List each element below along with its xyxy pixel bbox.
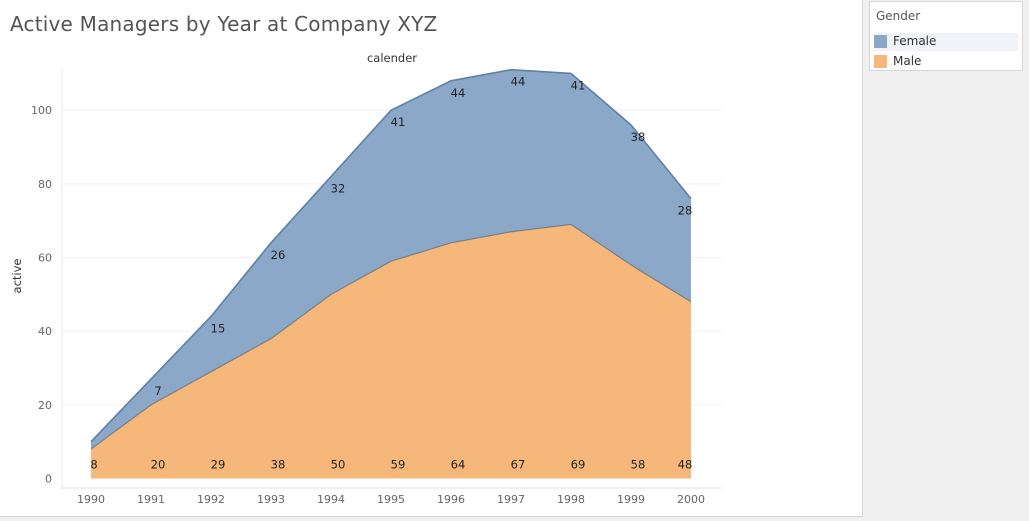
- data-label-female: 38: [631, 130, 646, 144]
- data-label-male: 59: [391, 458, 406, 472]
- x-tick-label: 1993: [257, 493, 285, 506]
- x-tick-label: 1991: [137, 493, 165, 506]
- data-label-female: 41: [571, 78, 586, 92]
- data-label-female: 26: [271, 248, 286, 262]
- legend-item-male[interactable]: Male: [874, 53, 1018, 71]
- chart-title: Active Managers by Year at Company XYZ: [10, 12, 438, 36]
- x-tick-label: 1999: [617, 493, 645, 506]
- chart-panel: Active Managers by Year at Company XYZ 0…: [0, 0, 863, 517]
- y-tick-label: 20: [38, 399, 52, 412]
- data-label-male: 69: [571, 458, 586, 472]
- data-label-female: 7: [154, 384, 161, 398]
- column-header: calender: [367, 51, 417, 65]
- x-tick-label: 1994: [317, 493, 345, 506]
- female-series-line: [90, 68, 692, 443]
- data-label-female: 15: [211, 321, 226, 335]
- male-series-line: [90, 223, 692, 450]
- data-label-male: 64: [451, 458, 466, 472]
- female-area: [91, 69, 691, 450]
- data-label-male: 67: [511, 458, 526, 472]
- x-tick-label: 1998: [557, 493, 585, 506]
- data-label-male: 58: [631, 458, 646, 472]
- y-tick-label: 60: [38, 252, 52, 265]
- x-tick-label: 1992: [197, 493, 225, 506]
- legend-label-male: Male: [893, 54, 922, 68]
- legend-swatch-male: [874, 55, 887, 68]
- data-label-female: 41: [391, 115, 406, 129]
- data-label-male: 48: [678, 458, 693, 472]
- y-tick-label: 100: [31, 104, 52, 117]
- data-label-male: 38: [271, 458, 286, 472]
- x-tick-label: 2000: [677, 493, 705, 506]
- legend-label-female: Female: [893, 34, 937, 48]
- data-label-male: 20: [151, 458, 166, 472]
- x-tick-label: 1990: [77, 493, 105, 506]
- y-axis-label: active: [10, 259, 24, 294]
- data-label-female: 32: [331, 182, 346, 196]
- data-label-male: 29: [211, 458, 226, 472]
- x-tick-label: 1997: [497, 493, 525, 506]
- x-tick-label: 1996: [437, 493, 465, 506]
- data-label-male: 8: [90, 458, 97, 472]
- x-tick-label: 1995: [377, 493, 405, 506]
- legend-item-female[interactable]: Female: [874, 33, 1018, 51]
- y-tick-label: 0: [45, 473, 52, 486]
- y-tick-label: 40: [38, 325, 52, 338]
- legend-swatch-female: [874, 35, 887, 48]
- legend-title: Gender: [876, 9, 921, 23]
- data-label-female: 44: [451, 86, 466, 100]
- data-label-female: 44: [511, 75, 526, 89]
- area-chart: 0 20 40 60 80 100 8 20 29 38 50 59 64 67 69 58 48 7 15 26 32…: [10, 51, 722, 506]
- data-label-female: 28: [678, 204, 693, 218]
- data-label-male: 50: [331, 458, 346, 472]
- y-tick-label: 80: [38, 178, 52, 191]
- male-area: [91, 224, 691, 479]
- legend: Gender Female Male: [869, 1, 1023, 71]
